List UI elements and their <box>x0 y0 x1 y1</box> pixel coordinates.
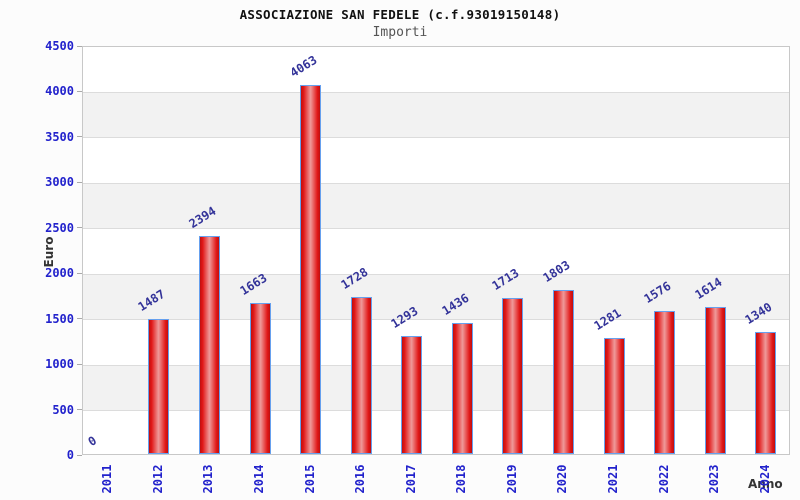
y-tick-mark <box>77 45 82 47</box>
bar-2013 <box>198 236 220 454</box>
chart-title: ASSOCIAZIONE SAN FEDELE (c.f.93019150148… <box>239 7 561 22</box>
gridline <box>83 182 789 184</box>
bar-2014 <box>249 303 271 454</box>
y-tick-label: 3500 <box>45 129 74 144</box>
gridline <box>83 410 789 412</box>
y-tick-label: 4500 <box>45 39 74 53</box>
y-tick-label: 4000 <box>45 84 74 99</box>
gridline <box>83 319 789 321</box>
y-tick-label: 2000 <box>45 266 74 281</box>
bar-2016 <box>350 297 372 454</box>
y-tick-mark <box>77 409 82 411</box>
x-tick-label-2018: 2018 <box>454 464 469 494</box>
gridline <box>83 364 789 366</box>
x-tick-label-2020: 2020 <box>555 464 570 494</box>
x-tick-label-2011: 2011 <box>100 464 115 494</box>
x-tick-label-2012: 2012 <box>150 464 165 494</box>
x-tick-label-2017: 2017 <box>403 464 418 494</box>
x-tick-label-2013: 2013 <box>201 464 216 494</box>
bar-2022 <box>654 311 676 454</box>
bar-2023 <box>704 307 726 454</box>
y-tick-mark <box>77 90 82 92</box>
y-tick-mark <box>77 363 82 365</box>
bar-2015 <box>300 85 322 454</box>
x-tick-label-2024: 2024 <box>757 464 772 494</box>
bar-2017 <box>401 336 423 454</box>
y-tick-mark <box>77 318 82 320</box>
bar-2021 <box>603 338 625 454</box>
y-tick-mark <box>77 227 82 229</box>
y-tick-label: 500 <box>52 402 74 417</box>
x-tick-label-2016: 2016 <box>353 464 368 494</box>
bar-2019 <box>502 298 524 454</box>
gridline <box>83 273 789 275</box>
y-tick-label: 1000 <box>45 357 74 372</box>
bar-2024 <box>755 332 777 454</box>
gridline <box>83 91 789 93</box>
y-tick-mark <box>77 181 82 183</box>
gridline <box>83 137 789 139</box>
y-tick-mark <box>77 454 82 456</box>
y-tick-label: 0 <box>66 448 74 462</box>
x-tick-label-2021: 2021 <box>606 464 620 494</box>
x-tick-label-2022: 2022 <box>656 464 671 494</box>
y-tick-label: 1500 <box>45 311 74 326</box>
y-tick-mark <box>77 272 82 274</box>
bar-2012 <box>148 319 170 454</box>
gridline <box>83 228 789 230</box>
chart-subtitle: Importi <box>372 25 428 40</box>
y-tick-label: 2500 <box>45 220 74 235</box>
x-tick-label-2015: 2015 <box>302 464 317 494</box>
x-tick-label-2014: 2014 <box>252 464 266 494</box>
plot-area <box>82 46 790 455</box>
y-tick-label: 3000 <box>45 175 74 190</box>
x-tick-label-2023: 2023 <box>707 464 722 494</box>
bar-2020 <box>552 290 574 454</box>
y-tick-mark <box>77 136 82 138</box>
x-axis-title: Anno <box>748 477 783 491</box>
bar-2018 <box>451 323 473 454</box>
x-tick-label-2019: 2019 <box>504 464 519 494</box>
